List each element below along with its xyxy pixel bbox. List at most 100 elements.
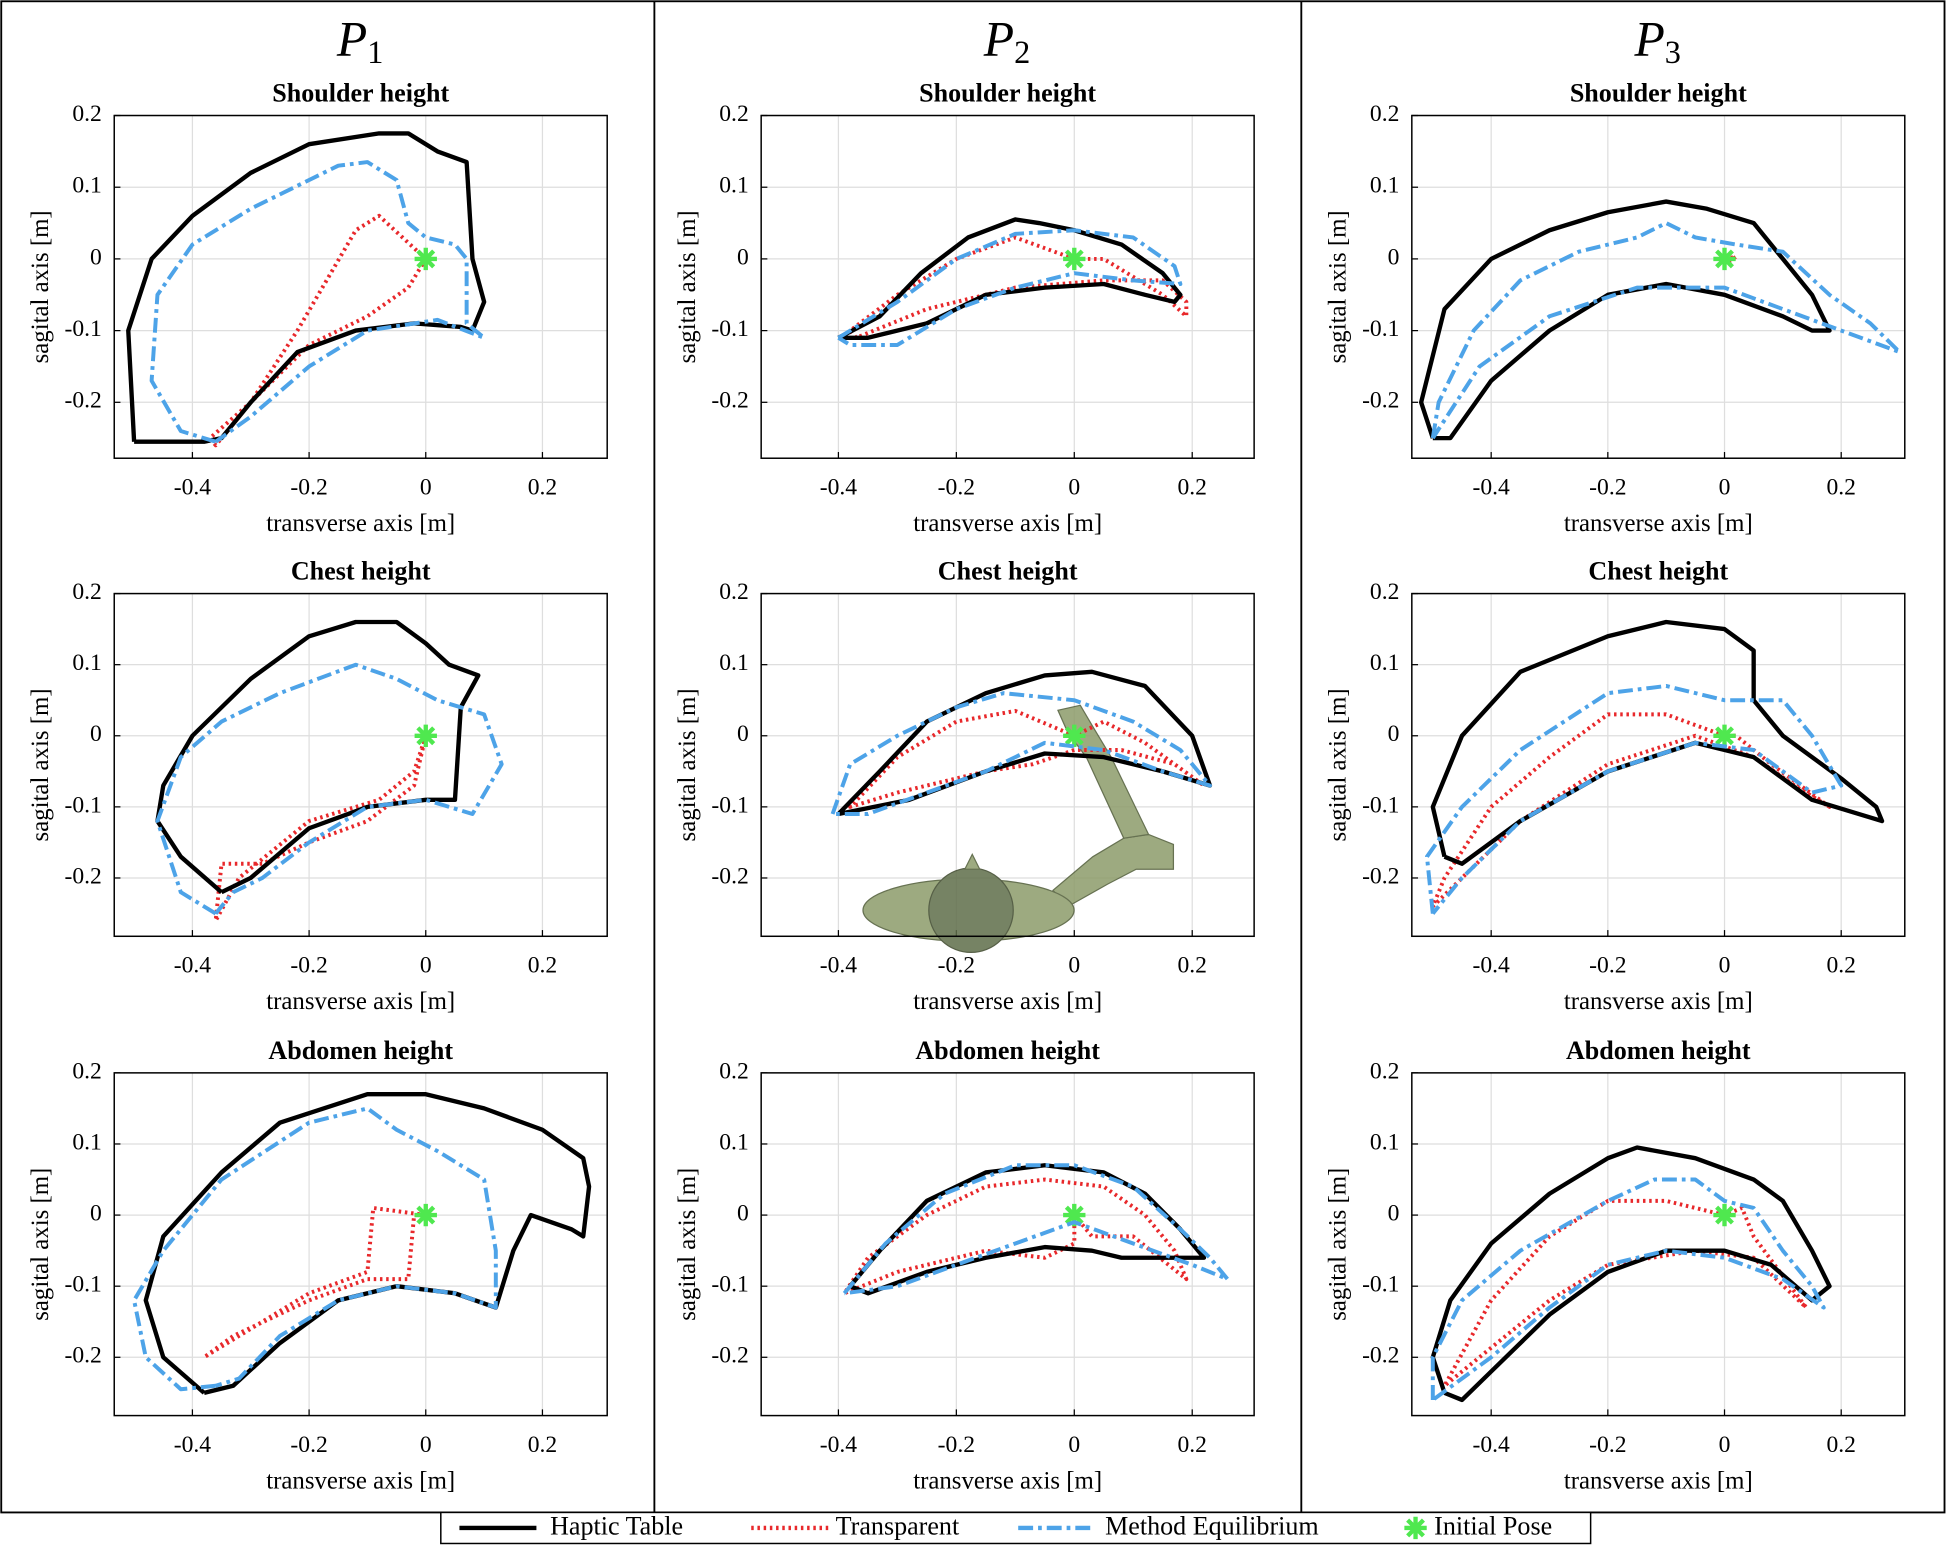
column-letter: P <box>336 12 367 67</box>
y-axis-label: sagital axis [m] <box>27 210 54 363</box>
series-line <box>1424 683 1844 915</box>
x-tick-label: 0 <box>420 475 432 501</box>
y-axis-label: sagital axis [m] <box>674 210 701 363</box>
axes-box <box>760 114 1255 459</box>
x-tick-label: 0 <box>1068 475 1080 501</box>
y-tick-label: 0 <box>1388 1200 1400 1226</box>
series-line <box>836 669 1213 817</box>
axes-box <box>760 592 1255 938</box>
x-tick-label: -0.2 <box>1589 1432 1626 1458</box>
x-axis-label: transverse axis [m] <box>266 988 455 1015</box>
marker <box>1404 1516 1427 1540</box>
x-axis-label: transverse axis [m] <box>1564 510 1753 537</box>
series-line <box>1430 1177 1826 1402</box>
x-tick-label: -0.2 <box>1589 953 1626 979</box>
y-tick-label: 0.2 <box>719 579 748 605</box>
y-tick-label: -0.2 <box>1362 388 1399 414</box>
series-line <box>1430 712 1832 909</box>
y-axis-label: sagital axis [m] <box>674 688 701 841</box>
data-layer <box>1430 1145 1832 1403</box>
y-tick-label: -0.2 <box>711 1343 748 1369</box>
column-title: P1 <box>336 12 383 70</box>
series-line <box>1430 221 1902 440</box>
upper-arm <box>1052 833 1175 908</box>
column-subscript: 1 <box>367 34 383 70</box>
x-tick-label: 0 <box>1068 953 1080 979</box>
marker <box>1063 1203 1086 1227</box>
data-layer <box>842 1163 1230 1296</box>
y-axis-label: sagital axis [m] <box>674 1168 701 1321</box>
legend-label: Method Equilibrium <box>1105 1512 1319 1541</box>
column-subscript: 3 <box>1665 34 1681 70</box>
y-axis-label: sagital axis [m] <box>27 688 54 841</box>
y-tick-label: -0.1 <box>1362 792 1399 818</box>
x-tick-label: 0 <box>1719 953 1731 979</box>
y-tick-label: 0.1 <box>1370 650 1399 676</box>
legend-box <box>440 1511 1592 1545</box>
subplot-title: Abdomen height <box>915 1036 1100 1065</box>
column-subscript: 2 <box>1014 34 1030 70</box>
x-axis-label: transverse axis [m] <box>266 1467 455 1494</box>
x-tick-label: 0.2 <box>1826 475 1855 501</box>
y-tick-label: 0.1 <box>1370 1129 1399 1155</box>
y-tick-label: 0.2 <box>72 1058 101 1084</box>
x-tick-label: -0.4 <box>174 1432 212 1458</box>
y-tick-label: 0.2 <box>72 101 101 127</box>
subplot-title: Shoulder height <box>919 79 1096 108</box>
y-tick-label: 0 <box>737 1200 749 1226</box>
axes-box <box>760 1072 1255 1417</box>
y-tick-label: -0.1 <box>1362 1272 1399 1298</box>
x-tick-label: 0 <box>1068 1432 1080 1458</box>
x-tick-label: -0.2 <box>938 1432 975 1458</box>
x-tick-label: -0.2 <box>1589 475 1626 501</box>
y-tick-label: -0.2 <box>1362 863 1399 889</box>
column-letter: P <box>1633 12 1664 67</box>
x-tick-label: 0 <box>420 1432 432 1458</box>
x-tick-label: 0.2 <box>528 475 557 501</box>
series-line <box>1418 199 1832 441</box>
x-tick-label: 0.2 <box>1826 1432 1855 1458</box>
y-tick-label: 0 <box>1388 721 1400 747</box>
series-line <box>830 691 1212 816</box>
y-tick-label: -0.1 <box>711 1272 748 1298</box>
y-tick-label: 0 <box>1388 244 1400 270</box>
x-tick-label: 0.2 <box>1177 1432 1206 1458</box>
x-axis-label: transverse axis [m] <box>1564 988 1753 1015</box>
axes-box <box>1411 1072 1906 1417</box>
marker <box>1063 247 1086 271</box>
y-tick-label: 0 <box>90 1200 102 1226</box>
data-layer <box>1418 199 1902 441</box>
x-axis-label: transverse axis [m] <box>913 510 1102 537</box>
legend-label: Initial Pose <box>1434 1512 1552 1541</box>
y-tick-label: -0.2 <box>64 863 101 889</box>
series-line <box>1430 1145 1832 1403</box>
axes-box <box>113 1072 608 1417</box>
series-line <box>155 619 481 895</box>
data-layer <box>837 217 1189 347</box>
x-tick-label: -0.4 <box>174 475 212 501</box>
x-tick-label: -0.4 <box>820 1432 858 1458</box>
column-title: P3 <box>1633 12 1680 70</box>
y-tick-label: -0.2 <box>1362 1343 1399 1369</box>
y-tick-label: 0 <box>737 244 749 270</box>
marker <box>1713 1203 1736 1227</box>
y-tick-label: 0.2 <box>1370 579 1399 605</box>
x-tick-label: -0.4 <box>174 953 212 979</box>
y-tick-label: 0.2 <box>719 1058 748 1084</box>
x-tick-label: -0.4 <box>1472 1432 1510 1458</box>
marker <box>414 724 437 747</box>
x-axis-label: transverse axis [m] <box>913 988 1102 1015</box>
x-tick-label: 0.2 <box>1826 953 1855 979</box>
y-tick-label: -0.1 <box>64 1272 101 1298</box>
y-tick-label: 0 <box>737 721 749 747</box>
axes-box <box>113 114 608 459</box>
x-tick-label: -0.2 <box>938 953 975 979</box>
plot-area <box>114 593 608 937</box>
y-tick-label: 0.1 <box>719 173 748 199</box>
x-tick-label: 0 <box>1719 475 1731 501</box>
x-tick-label: -0.2 <box>290 1432 327 1458</box>
x-axis-label: transverse axis [m] <box>266 510 455 537</box>
axes-box <box>1411 592 1906 938</box>
